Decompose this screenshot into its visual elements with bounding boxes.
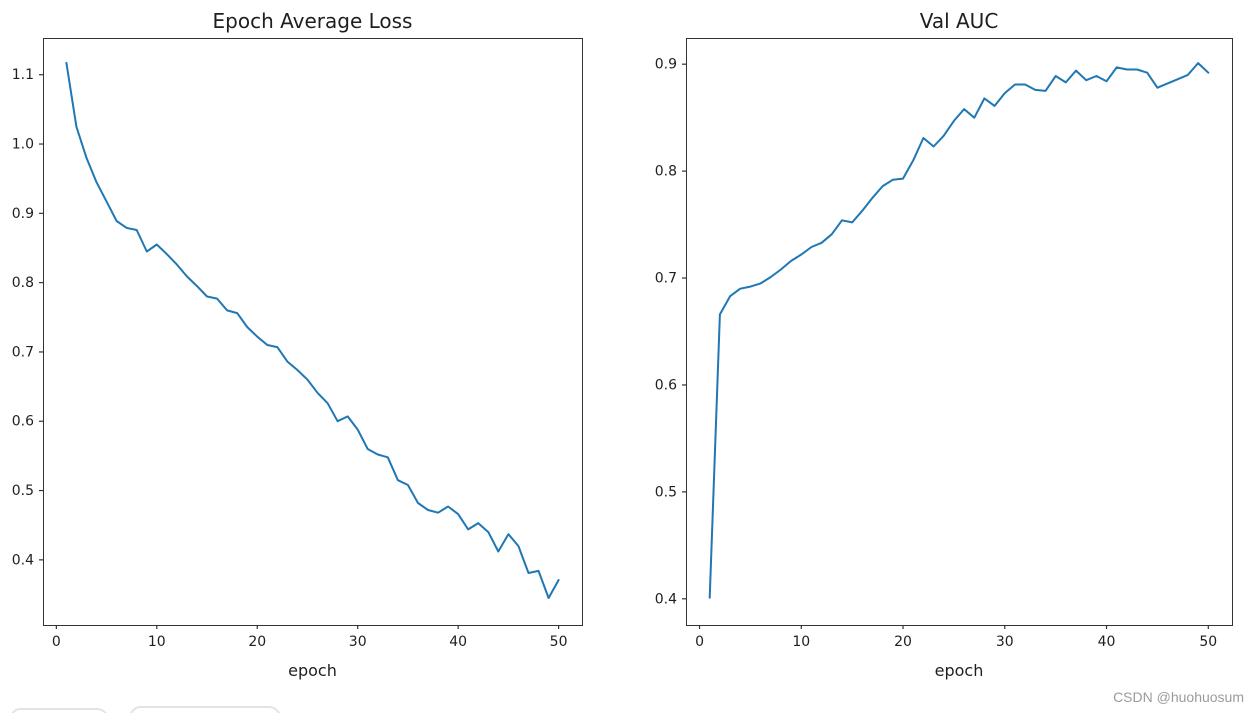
y-tick-label: 0.4 (12, 552, 34, 568)
y-tick-label: 0.6 (12, 414, 34, 430)
y-tick-label: 0.9 (655, 57, 677, 73)
x-axis-label: epoch (288, 661, 337, 680)
x-tick-label: 20 (248, 634, 266, 650)
y-tick-label: 1.1 (12, 67, 34, 83)
axes-box (42, 37, 584, 627)
footer-tag-pill[interactable] (9, 708, 109, 713)
val-auc-line (708, 62, 1210, 599)
footer-tag-pill[interactable] (129, 706, 281, 713)
y-tick-label: 0.9 (12, 206, 34, 222)
x-tick-label: 50 (1199, 634, 1217, 650)
y-tick-label: 0.6 (655, 377, 677, 393)
y-tick-label: 0.5 (655, 484, 677, 500)
chart-title: Val AUC (920, 9, 999, 33)
y-tick-label: 1.0 (12, 137, 34, 153)
loss-chart: 0 10 20 30 40 50 0.4 0.5 0.6 0.7 0.8 0.9 1.0 1.1 Epoch… (12, 9, 584, 680)
x-axis-label: epoch (935, 661, 984, 680)
y-tick-label: 0.8 (12, 275, 34, 291)
train-loss-line (65, 61, 560, 599)
x-tick-label: 30 (349, 634, 367, 650)
y-tick-label: 0.8 (655, 164, 677, 180)
y-tick-label: 0.5 (12, 483, 34, 499)
x-tick-label: 20 (894, 634, 912, 650)
csdn-watermark: CSDN @huohuosum (1113, 689, 1244, 705)
y-tick-label: 0.7 (655, 271, 677, 287)
x-tick-label: 0 (695, 634, 704, 650)
auc-chart: 0 10 20 30 40 50 0.4 0.5 0.6 0.7 0.8 0.9 Val AUC epoc… (655, 9, 1234, 680)
axes-box (685, 37, 1234, 627)
x-tick-label: 10 (148, 634, 166, 650)
x-tick-label: 50 (550, 634, 568, 650)
y-tick-label: 0.7 (12, 344, 34, 360)
x-tick-label: 40 (449, 634, 467, 650)
chart-title: Epoch Average Loss (213, 9, 413, 33)
x-tick-label: 0 (52, 634, 61, 650)
x-tick-label: 40 (1098, 634, 1116, 650)
y-tick-label: 0.4 (655, 591, 677, 607)
x-tick-label: 10 (792, 634, 810, 650)
x-tick-label: 30 (996, 634, 1014, 650)
